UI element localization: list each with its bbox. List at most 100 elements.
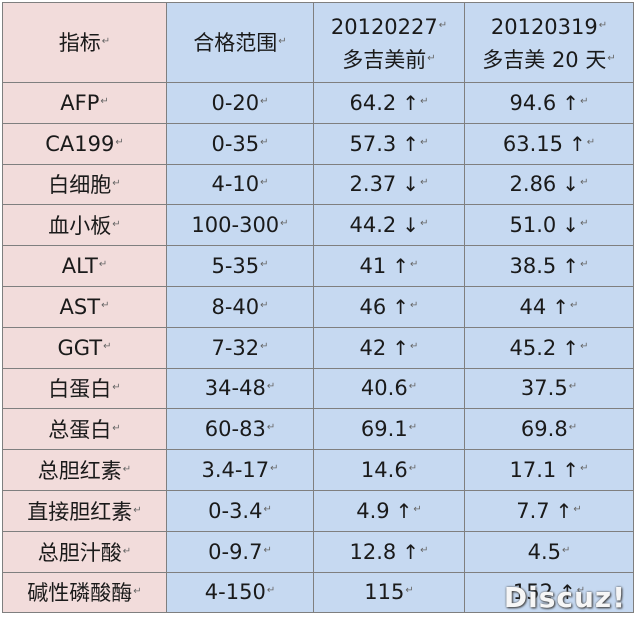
- indicator-cell: AST↵: [2, 285, 167, 328]
- indicator-cell: 总胆红素↵: [2, 449, 167, 491]
- value-date-2: 152: [512, 580, 553, 605]
- paragraph-mark: ↵: [112, 382, 121, 394]
- paragraph-mark: ↵: [580, 463, 589, 475]
- paragraph-mark: ↵: [570, 299, 579, 311]
- value-date-2: 7.7: [516, 498, 550, 523]
- range-cell: 34-48↵: [166, 367, 314, 410]
- indicator-cell: 总蛋白↵: [2, 408, 167, 451]
- range-value: 4-150: [204, 580, 266, 605]
- range-value: 100-300: [191, 213, 280, 238]
- paragraph-mark: ↵: [280, 218, 289, 230]
- indicator-name: 血小板: [48, 214, 112, 239]
- value-cell-date-1: 42 ↑↵: [313, 326, 465, 369]
- trend-arrow-icon: ↑: [555, 498, 573, 523]
- paragraph-mark: ↵: [580, 340, 589, 352]
- paragraph-mark: ↵: [266, 585, 276, 597]
- range-cell: 0-20↵: [166, 82, 314, 124]
- table-row: 总胆红素↵ 3.4-17↵ 14.6↵ 17.1 ↑↵: [2, 449, 634, 491]
- paragraph-mark: ↵: [270, 463, 279, 475]
- value-cell-date-2: 69.8↵: [464, 408, 634, 451]
- table-row: AST↵ 8-40↵ 46 ↑↵ 44 ↑↵: [2, 285, 634, 328]
- paragraph-mark: ↵: [580, 259, 589, 271]
- header-indicator: 指标↵: [2, 2, 167, 83]
- paragraph-mark: ↵: [260, 95, 269, 107]
- value-date-1: 40.6: [360, 376, 408, 401]
- trend-arrow-icon: ↑: [392, 335, 410, 360]
- indicator-name: 直接胆红素: [27, 499, 133, 524]
- value-date-1: 115: [364, 580, 405, 605]
- indicator-cell: 直接胆红素↵: [2, 489, 167, 532]
- paragraph-mark: ↵: [420, 136, 429, 148]
- range-cell: 5-35↵: [166, 245, 314, 287]
- value-cell-date-1: 57.3 ↑↵: [313, 122, 465, 165]
- paragraph-mark: ↵: [122, 464, 132, 476]
- table-row: 总胆汁酸↵ 0-9.7↵ 12.8 ↑↵ 4.5↵: [2, 530, 634, 573]
- range-cell: 100-300↵: [166, 204, 314, 247]
- paragraph-mark: ↵: [420, 177, 429, 189]
- value-cell-date-1: 69.1↵: [313, 408, 465, 451]
- value-date-1: 44.2: [349, 213, 397, 238]
- range-value: 0-35: [211, 131, 260, 156]
- paragraph-mark: ↵: [133, 586, 142, 598]
- value-date-2: 69.8: [520, 417, 568, 442]
- value-date-2: 17.1: [509, 458, 557, 483]
- range-value: 7-32: [211, 335, 260, 360]
- paragraph-mark: ↵: [98, 259, 108, 271]
- value-date-1: 2.37: [349, 172, 397, 197]
- paragraph-mark: ↵: [260, 136, 269, 148]
- paragraph-mark: ↵: [115, 136, 124, 148]
- header-date-1: 20120227↵ 多吉美前↵: [313, 2, 465, 83]
- paragraph-mark: ↵: [410, 340, 419, 352]
- paragraph-mark: ↵: [580, 218, 589, 230]
- trend-arrow-icon: ↓: [562, 213, 580, 238]
- range-value: 60-83: [204, 417, 266, 442]
- paragraph-mark: ↵: [405, 585, 414, 597]
- header-range: 合格范围↵: [166, 2, 314, 83]
- indicator-cell: 白蛋白↵: [2, 367, 167, 410]
- table-body: AFP↵ 0-20↵ 64.2 ↑↵ 94.6 ↑↵ CA199↵ 0-35↵ 57.3 ↑↵ 63…: [2, 82, 634, 614]
- header-range-label: 合格范围: [193, 31, 278, 55]
- value-date-2: 44: [519, 294, 547, 319]
- paragraph-mark: ↵: [410, 299, 419, 311]
- range-value: 3.4-17: [201, 458, 270, 483]
- paragraph-mark: ↵: [562, 544, 571, 556]
- range-value: 8-40: [211, 294, 260, 319]
- indicator-name: AFP: [60, 90, 100, 115]
- table-row: 白蛋白↵ 34-48↵ 40.6↵ 37.5↵: [2, 367, 634, 410]
- paragraph-mark: ↵: [112, 219, 121, 231]
- header-date-2: 20120319↵ 多吉美 20 天↵: [464, 2, 634, 83]
- paragraph-mark: ↵: [568, 381, 578, 393]
- value-cell-date-1: 41 ↑↵: [313, 245, 465, 287]
- paragraph-mark: ↵: [576, 585, 586, 597]
- indicator-name: 碱性磷酸酶: [27, 581, 133, 606]
- value-cell-date-2: 2.86 ↓↵: [464, 163, 634, 206]
- range-value: 0-3.4: [208, 498, 263, 523]
- value-cell-date-1: 40.6↵: [313, 367, 465, 410]
- header-date-2-note: 多吉美 20 天: [482, 47, 607, 72]
- indicator-cell: AFP↵: [2, 82, 167, 124]
- table-row: CA199↵ 0-35↵ 57.3 ↑↵ 63.15 ↑↵: [2, 122, 634, 165]
- range-cell: 3.4-17↵: [166, 449, 314, 491]
- trend-arrow-icon: ↓: [402, 172, 420, 197]
- value-cell-date-1: 46 ↑↵: [313, 285, 465, 328]
- value-cell-date-1: 2.37 ↓↵: [313, 163, 465, 206]
- indicator-name: 白蛋白: [48, 377, 112, 402]
- indicator-name: ALT: [61, 254, 98, 279]
- range-cell: 8-40↵: [166, 285, 314, 328]
- value-date-1: 41: [359, 254, 387, 279]
- indicator-name: 总胆红素: [37, 459, 122, 484]
- paragraph-mark: ↵: [260, 340, 269, 352]
- paragraph-mark: ↵: [101, 299, 110, 311]
- paragraph-mark: ↵: [112, 178, 121, 190]
- indicator-name: 白细胞: [48, 173, 112, 198]
- value-date-1: 64.2: [349, 90, 397, 115]
- paragraph-mark: ↵: [586, 136, 596, 148]
- paragraph-mark: ↵: [573, 503, 582, 515]
- range-cell: 4-10↵: [166, 163, 314, 206]
- value-date-2: 63.15: [502, 131, 563, 156]
- paragraph-mark: ↵: [101, 36, 111, 47]
- value-cell-date-2: 38.5 ↑↵: [464, 245, 634, 287]
- value-cell-date-2: 94.6 ↑↵: [464, 82, 634, 124]
